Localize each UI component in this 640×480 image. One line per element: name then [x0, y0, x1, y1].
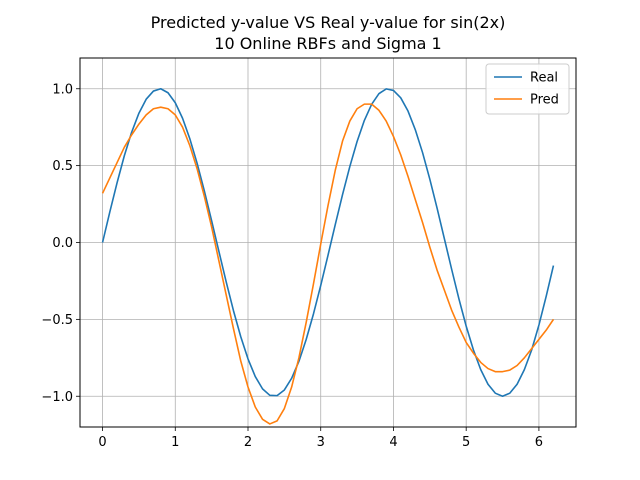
x-tick-label: 6 — [535, 435, 543, 450]
series-line-real — [101, 87, 555, 398]
y-axis-ticks: −1.0 −0.5 0.0 0.5 1.0 — [41, 82, 80, 405]
x-tick-label: 5 — [462, 435, 470, 450]
y-tick-label: 0.0 — [52, 236, 73, 251]
legend: Real Pred — [485, 63, 570, 115]
x-tick-label: 0 — [98, 435, 106, 450]
y-tick-label: 1.0 — [52, 82, 73, 97]
x-axis-ticks: 0 1 2 3 4 5 6 — [98, 427, 543, 450]
legend-label: Real — [530, 71, 558, 86]
series-line-pred — [101, 103, 555, 425]
y-tick-label: −1.0 — [41, 390, 73, 405]
x-tick-label: 3 — [317, 435, 325, 450]
grid-lines — [80, 58, 576, 427]
y-tick-label: 0.5 — [52, 159, 73, 174]
plot-series — [101, 87, 555, 425]
chart-subtitle: 10 Online RBFs and Sigma 1 — [214, 34, 441, 53]
y-tick-label: −0.5 — [41, 313, 73, 328]
x-tick-label: 2 — [244, 435, 252, 450]
x-tick-label: 4 — [389, 435, 397, 450]
x-tick-label: 1 — [171, 435, 179, 450]
chart-title: Predicted y-value VS Real y-value for si… — [151, 13, 506, 32]
legend-label: Pred — [530, 93, 559, 108]
